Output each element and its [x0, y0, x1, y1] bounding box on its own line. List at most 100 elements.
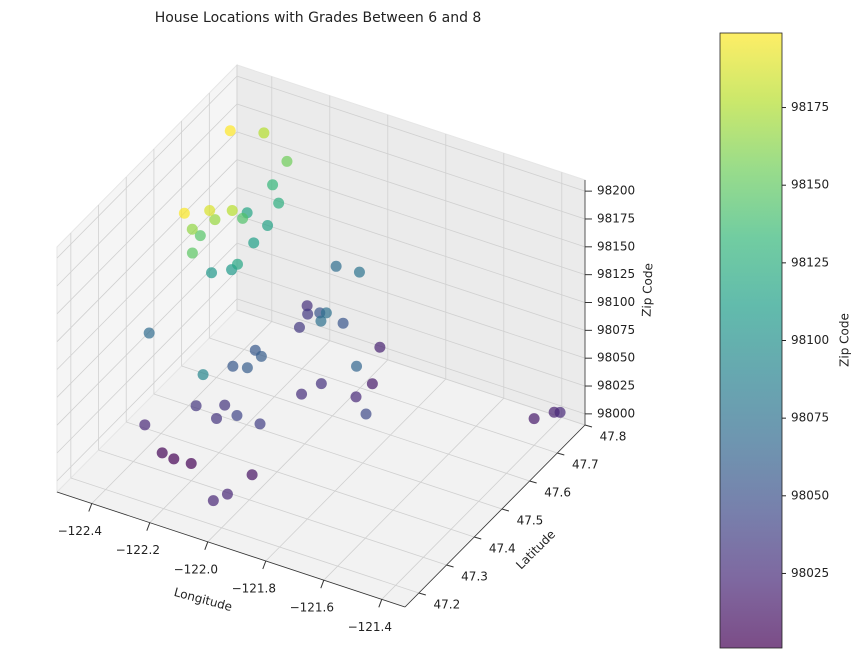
point	[374, 341, 386, 353]
colorbar-tick-label: 98150	[791, 178, 829, 192]
x-tick	[88, 503, 93, 512]
z-tick-label: 98100	[597, 295, 635, 309]
grid-line	[56, 270, 238, 454]
colorbar-tick-label: 98050	[791, 488, 829, 502]
grid-line	[323, 397, 505, 581]
y-tick	[446, 564, 454, 568]
y-axis-label: Latitude	[513, 527, 558, 572]
point	[255, 350, 267, 362]
colorbar-label: Zip Code	[838, 313, 852, 367]
x-tick	[204, 541, 209, 551]
x-tick-label: −121.6	[290, 601, 334, 615]
y-tick-label: 47.8	[600, 430, 627, 444]
point	[190, 400, 202, 412]
grid-line	[56, 159, 238, 342]
grid-line	[56, 187, 238, 370]
chart-title: House Locations with Grades Between 6 an…	[155, 10, 482, 26]
point	[241, 362, 253, 374]
point	[281, 155, 293, 167]
grid-line	[98, 449, 447, 566]
x-tick	[262, 560, 267, 570]
grid-line	[56, 103, 238, 287]
point	[226, 205, 238, 217]
point	[528, 413, 540, 425]
axis-line	[404, 424, 586, 608]
grid-line	[236, 159, 586, 276]
grid-line	[91, 321, 273, 504]
y-tick	[474, 536, 482, 540]
grid-line	[236, 242, 586, 359]
point	[296, 388, 308, 400]
point	[178, 207, 190, 219]
point	[351, 360, 363, 372]
colorbar-tick-label: 98100	[791, 333, 829, 347]
point	[227, 360, 239, 372]
point	[224, 125, 236, 137]
y-tick	[584, 424, 593, 428]
point	[273, 197, 285, 209]
point	[320, 307, 332, 319]
point	[185, 458, 197, 470]
grid-line	[236, 75, 586, 192]
panes	[56, 63, 586, 608]
z-tick-label: 98050	[597, 351, 635, 365]
point	[360, 408, 372, 420]
grid-line	[209, 337, 558, 454]
y-tick	[501, 508, 510, 512]
point	[207, 495, 219, 507]
grid-line	[56, 215, 238, 398]
point	[197, 369, 209, 381]
x-tick	[378, 599, 383, 608]
colorbar-tick-label: 98125	[791, 255, 829, 269]
point	[267, 179, 279, 191]
y-tick-label: 47.7	[572, 458, 599, 472]
y-tick	[529, 480, 537, 484]
point	[211, 412, 223, 424]
z-tick-label: 98200	[597, 184, 635, 198]
y-tick-label: 47.5	[517, 514, 544, 528]
point	[143, 327, 155, 339]
axis-line	[56, 491, 406, 608]
x-tick-label: −122.0	[174, 562, 218, 576]
point	[156, 447, 168, 459]
point	[248, 237, 260, 249]
grid-line	[236, 214, 586, 331]
y-tick	[418, 592, 426, 596]
point	[315, 315, 327, 327]
grid-line	[149, 340, 331, 523]
grid-line	[236, 187, 586, 303]
point	[366, 378, 378, 390]
grid-line	[236, 270, 586, 387]
grid-line	[265, 378, 447, 562]
grid-line	[126, 421, 475, 538]
grid-line	[153, 393, 503, 510]
z-axis-label: Zip Code	[640, 263, 656, 317]
y-tick-label: 47.3	[461, 570, 488, 584]
colorbar-tick-label: 98175	[791, 100, 829, 114]
grid-line	[56, 75, 238, 259]
grid-line	[181, 365, 530, 482]
point	[219, 399, 231, 411]
z-tick-label: 98000	[597, 406, 635, 420]
point	[246, 469, 258, 481]
x-tick	[320, 579, 325, 589]
z-tick-label: 98075	[597, 323, 635, 337]
x-tick-label: −122.4	[58, 524, 102, 538]
point	[186, 247, 198, 259]
z-tick-label: 98025	[597, 379, 635, 393]
y-tick-label: 47.4	[489, 542, 516, 556]
grid-line	[236, 298, 586, 415]
y-tick	[557, 452, 565, 456]
grid-line	[56, 298, 238, 482]
point	[554, 406, 566, 418]
x-tick	[146, 522, 151, 531]
x-tick-label: −121.8	[232, 582, 276, 596]
point	[209, 214, 221, 226]
point	[262, 219, 274, 231]
point	[301, 300, 313, 312]
colorbar-tick-label: 98075	[791, 411, 829, 425]
z-tick-label: 98150	[597, 239, 635, 253]
grid-line	[56, 131, 238, 315]
